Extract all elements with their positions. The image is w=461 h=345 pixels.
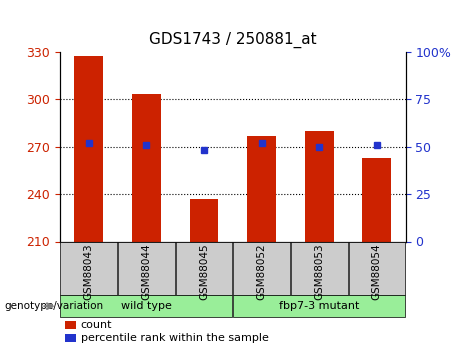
- Text: genotype/variation: genotype/variation: [5, 301, 104, 311]
- Text: percentile rank within the sample: percentile rank within the sample: [81, 333, 269, 343]
- Text: GSM88045: GSM88045: [199, 243, 209, 300]
- Bar: [65, 334, 76, 342]
- Text: wild type: wild type: [121, 301, 172, 311]
- Bar: [291, 241, 348, 295]
- Bar: [305, 131, 334, 242]
- Bar: [118, 241, 175, 295]
- Bar: [60, 295, 232, 317]
- Bar: [362, 158, 391, 241]
- Text: GSM88054: GSM88054: [372, 243, 382, 300]
- Text: GSM88052: GSM88052: [257, 243, 266, 300]
- Bar: [247, 136, 276, 242]
- Text: GSM88044: GSM88044: [142, 243, 151, 300]
- Bar: [349, 241, 405, 295]
- Text: fbp7-3 mutant: fbp7-3 mutant: [279, 301, 360, 311]
- Bar: [65, 321, 76, 329]
- Title: GDS1743 / 250881_at: GDS1743 / 250881_at: [149, 31, 317, 48]
- Bar: [132, 95, 161, 241]
- Bar: [189, 199, 219, 242]
- Bar: [74, 57, 103, 241]
- Bar: [233, 295, 405, 317]
- Bar: [60, 241, 117, 295]
- Text: GSM88053: GSM88053: [314, 243, 324, 300]
- Bar: [176, 241, 232, 295]
- Text: count: count: [81, 320, 112, 330]
- Bar: [233, 241, 290, 295]
- Text: GSM88043: GSM88043: [84, 243, 94, 300]
